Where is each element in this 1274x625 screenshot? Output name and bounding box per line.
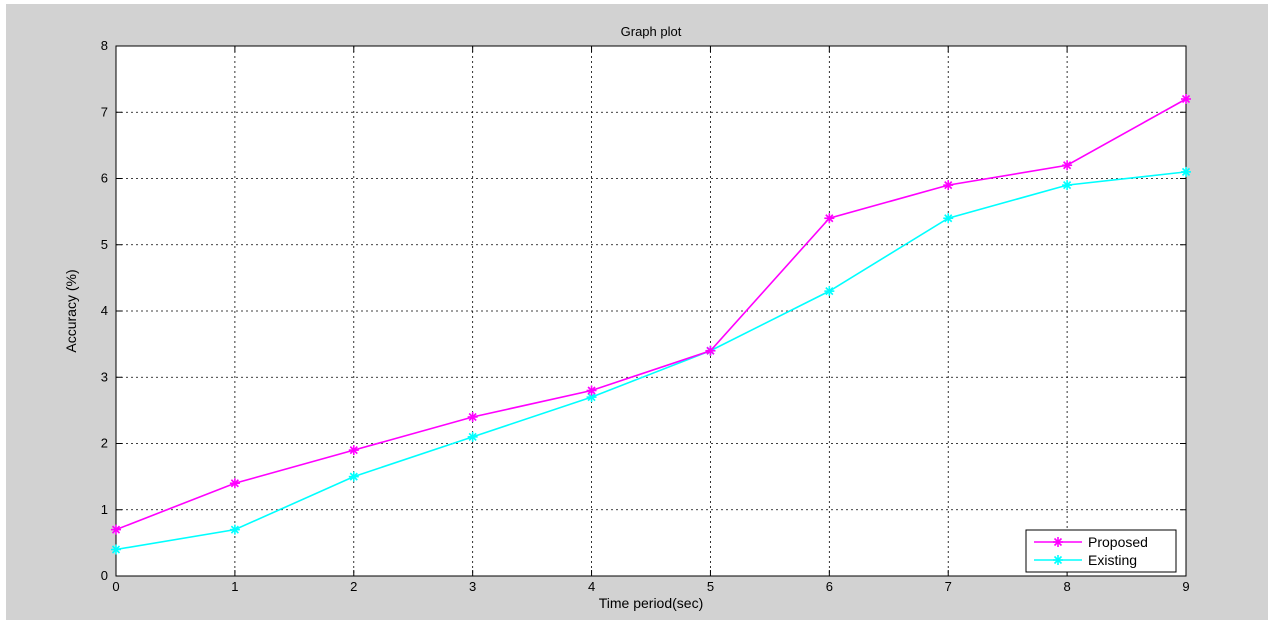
data-point-existing — [824, 286, 835, 297]
data-point-proposed — [586, 385, 597, 396]
legend-marker-proposed — [1053, 537, 1063, 547]
y-tick-label: 3 — [101, 369, 108, 384]
data-point-marker — [825, 287, 834, 296]
data-point-marker — [587, 393, 596, 402]
data-point-proposed — [111, 524, 121, 535]
series-layer — [111, 94, 1191, 555]
data-point-proposed — [705, 345, 716, 356]
chart-title: Graph plot — [621, 24, 682, 39]
data-point-marker — [111, 545, 121, 554]
data-point-marker — [1181, 94, 1191, 104]
data-point-marker — [587, 386, 596, 395]
x-tick-label: 4 — [588, 579, 595, 594]
y-tick-label: 2 — [101, 436, 108, 451]
y-tick-label: 0 — [101, 568, 108, 583]
data-point-marker — [349, 446, 358, 455]
x-tick-label: 9 — [1182, 579, 1189, 594]
x-tick-label: 6 — [826, 579, 833, 594]
x-tick-label: 1 — [231, 579, 238, 594]
y-tick-label: 4 — [101, 303, 108, 318]
data-point-proposed — [824, 213, 835, 224]
data-point-marker — [111, 525, 121, 534]
y-tick-label: 1 — [101, 502, 108, 517]
grid — [116, 46, 1186, 576]
legend-items: Proposed Existing — [1034, 534, 1148, 568]
x-tick-label: 3 — [469, 579, 476, 594]
data-point-marker — [468, 432, 477, 441]
y-tick-label: 8 — [101, 38, 108, 53]
axis-ticks: 0 1 2 3 4 5 6 7 8 9 0 1 2 3 4 5 6 7 8 — [101, 38, 1190, 594]
x-tick-label: 5 — [707, 579, 714, 594]
data-point-existing — [111, 544, 121, 555]
data-point-marker — [944, 214, 953, 223]
data-point-proposed — [348, 445, 359, 456]
data-point-existing — [1062, 180, 1073, 191]
legend-item-existing: Existing — [1034, 552, 1137, 568]
data-point-marker — [944, 181, 953, 190]
legend-label-proposed: Proposed — [1088, 534, 1148, 550]
data-point-marker — [1181, 167, 1191, 176]
data-point-proposed — [1181, 94, 1191, 104]
x-axis-label: Time period(sec) — [599, 595, 704, 611]
y-axis-label: Accuracy (%) — [63, 269, 79, 352]
data-point-marker — [468, 412, 477, 422]
data-point-existing — [348, 471, 359, 482]
legend-item-proposed: Proposed — [1034, 534, 1148, 550]
y-tick-label: 5 — [101, 237, 108, 252]
data-point-existing — [229, 524, 240, 535]
data-point-marker — [1063, 161, 1072, 170]
data-point-proposed — [467, 412, 478, 422]
legend-marker-existing — [1053, 555, 1063, 565]
series-line-proposed — [115, 98, 1187, 531]
data-point-marker — [1063, 181, 1072, 190]
data-point-existing — [943, 213, 954, 224]
legend: Proposed Existing — [1025, 529, 1177, 573]
y-tick-label: 6 — [101, 171, 108, 186]
series-line-existing — [115, 171, 1187, 551]
data-point-existing — [467, 431, 478, 442]
series-proposed — [111, 94, 1191, 535]
data-point-marker — [825, 214, 834, 223]
y-tick-label: 7 — [101, 104, 108, 119]
data-point-marker — [706, 346, 715, 355]
data-point-marker — [230, 525, 239, 534]
data-point-existing — [1181, 166, 1191, 177]
legend-label-existing: Existing — [1088, 552, 1137, 568]
legend-box — [1025, 529, 1177, 573]
x-tick-label: 7 — [945, 579, 952, 594]
data-point-marker — [349, 472, 358, 481]
x-tick-label: 8 — [1063, 579, 1070, 594]
data-point-proposed — [1062, 160, 1073, 171]
x-tick-label: 2 — [350, 579, 357, 594]
data-point-proposed — [943, 180, 954, 191]
data-point-proposed — [229, 478, 240, 489]
data-point-marker — [230, 479, 239, 488]
x-tick-label: 0 — [112, 579, 119, 594]
